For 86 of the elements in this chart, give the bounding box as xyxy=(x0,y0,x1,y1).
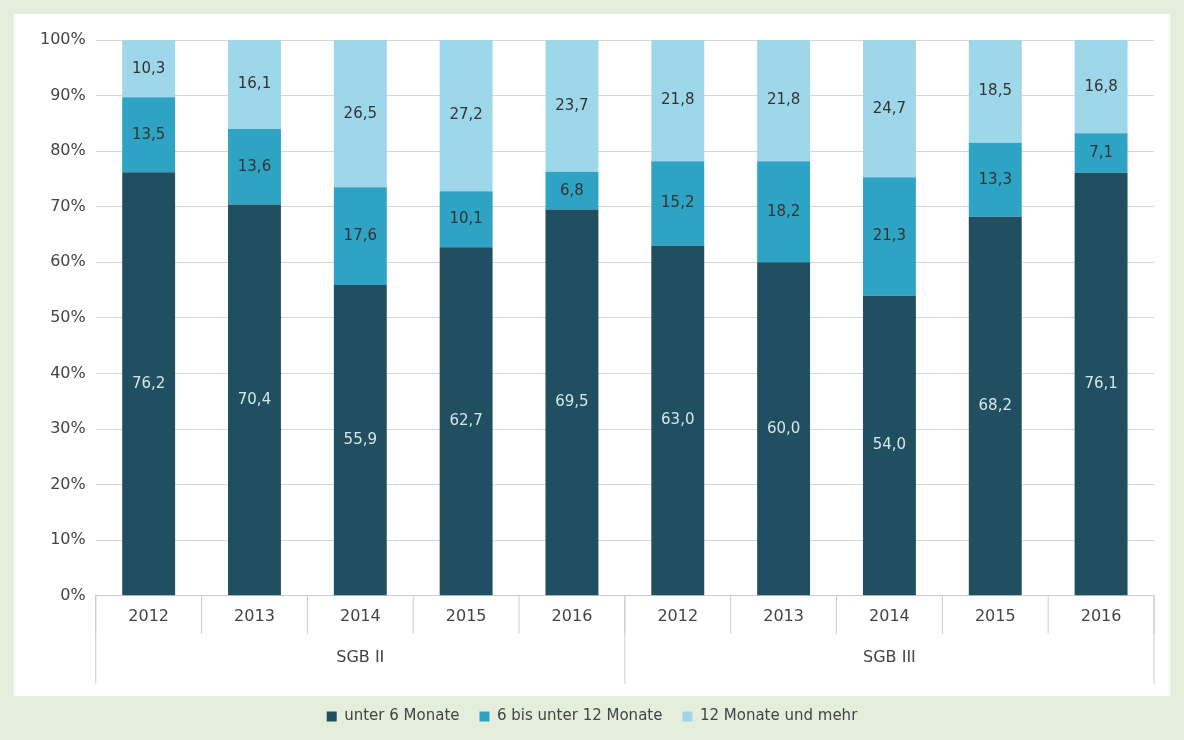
data-label: 69,5 xyxy=(555,392,589,411)
data-label: 18,2 xyxy=(766,201,801,220)
x-tick-label: 2012 xyxy=(128,605,170,625)
x-tick-label: 2015 xyxy=(974,605,1016,625)
bar xyxy=(228,40,281,129)
data-label: 24,7 xyxy=(872,98,907,117)
bar xyxy=(122,97,176,173)
bar xyxy=(757,40,811,162)
bar xyxy=(968,142,1022,217)
bar xyxy=(651,161,705,246)
legend-label: 6 bis unter 12 Monate xyxy=(497,706,663,725)
bar xyxy=(1074,172,1128,596)
legend-label: unter 6 Monate xyxy=(344,706,460,725)
text: SGB III xyxy=(863,646,916,666)
bar xyxy=(968,40,1022,143)
data-label: 13,6 xyxy=(237,156,272,175)
data-label: 6,8 xyxy=(560,180,584,199)
x-tick-label: 2015 xyxy=(445,605,487,625)
bar xyxy=(333,187,387,286)
x-tick-label: 2013 xyxy=(763,605,804,625)
y-tick-label: 10% xyxy=(50,529,86,549)
x-tick-label: 2016 xyxy=(551,605,593,625)
text: SGB II xyxy=(336,646,385,666)
bar xyxy=(122,172,176,596)
data-label: 54,0 xyxy=(872,435,907,454)
bar xyxy=(545,171,599,210)
data-label: 16,8 xyxy=(1084,76,1118,95)
bar xyxy=(862,177,916,296)
x-tick-label: 2014 xyxy=(869,605,910,625)
data-label: 16,1 xyxy=(237,74,272,93)
y-tick-label: 30% xyxy=(50,418,86,438)
y-tick-label: 80% xyxy=(50,140,86,160)
bar xyxy=(1074,40,1128,134)
data-label: 70,4 xyxy=(237,389,272,408)
x-tick-label: 2013 xyxy=(234,605,275,625)
bar xyxy=(862,40,916,178)
x-tick-label: 2016 xyxy=(1080,605,1122,625)
data-label: 13,5 xyxy=(131,124,166,143)
x-tick-label: 2014 xyxy=(339,605,381,625)
y-tick-label: 50% xyxy=(50,307,86,327)
bar xyxy=(333,40,387,188)
data-label: 76,2 xyxy=(131,373,166,392)
y-tick-label: 20% xyxy=(50,473,86,493)
bar xyxy=(757,262,811,596)
bar xyxy=(545,209,599,596)
y-tick-label: 100% xyxy=(39,29,86,49)
data-label: 21,8 xyxy=(766,90,801,109)
data-label: 60,0 xyxy=(766,418,801,437)
bar xyxy=(1074,133,1128,173)
bar xyxy=(439,191,493,248)
data-label: 21,3 xyxy=(872,226,907,245)
data-label: 17,6 xyxy=(343,226,378,245)
data-label: 13,3 xyxy=(978,169,1012,188)
data-label: 23,7 xyxy=(555,95,589,114)
bar xyxy=(333,285,387,596)
data-label: 18,5 xyxy=(978,81,1012,100)
y-tick-label: 90% xyxy=(50,84,86,104)
bar xyxy=(862,295,916,596)
legend-label: 12 Monate und mehr xyxy=(699,706,859,725)
bar xyxy=(651,245,705,596)
bar xyxy=(439,247,493,596)
bar xyxy=(439,40,493,192)
bar xyxy=(228,204,281,596)
y-tick-label: 70% xyxy=(50,195,86,215)
data-label: 68,2 xyxy=(978,395,1012,414)
data-label: 26,5 xyxy=(343,103,378,122)
y-tick-label: 0% xyxy=(60,584,86,604)
data-label: 55,9 xyxy=(343,430,378,449)
bar xyxy=(228,128,281,205)
bar xyxy=(651,40,705,162)
data-label: 76,1 xyxy=(1084,373,1118,392)
bar xyxy=(968,216,1022,596)
data-label: 63,0 xyxy=(661,410,695,429)
data-label: 21,8 xyxy=(661,90,695,109)
y-tick-label: 40% xyxy=(50,362,86,382)
data-label: 15,2 xyxy=(661,193,695,212)
bar xyxy=(122,40,176,98)
bar xyxy=(545,40,599,172)
y-tick-label: 60% xyxy=(50,251,86,271)
bar xyxy=(757,161,811,263)
data-label: 10,1 xyxy=(449,209,483,228)
data-label: 27,2 xyxy=(449,105,483,124)
data-label: 7,1 xyxy=(1089,143,1114,161)
data-label: 62,7 xyxy=(449,411,483,430)
x-tick-label: 2012 xyxy=(657,605,699,625)
data-label: 10,3 xyxy=(131,58,166,77)
